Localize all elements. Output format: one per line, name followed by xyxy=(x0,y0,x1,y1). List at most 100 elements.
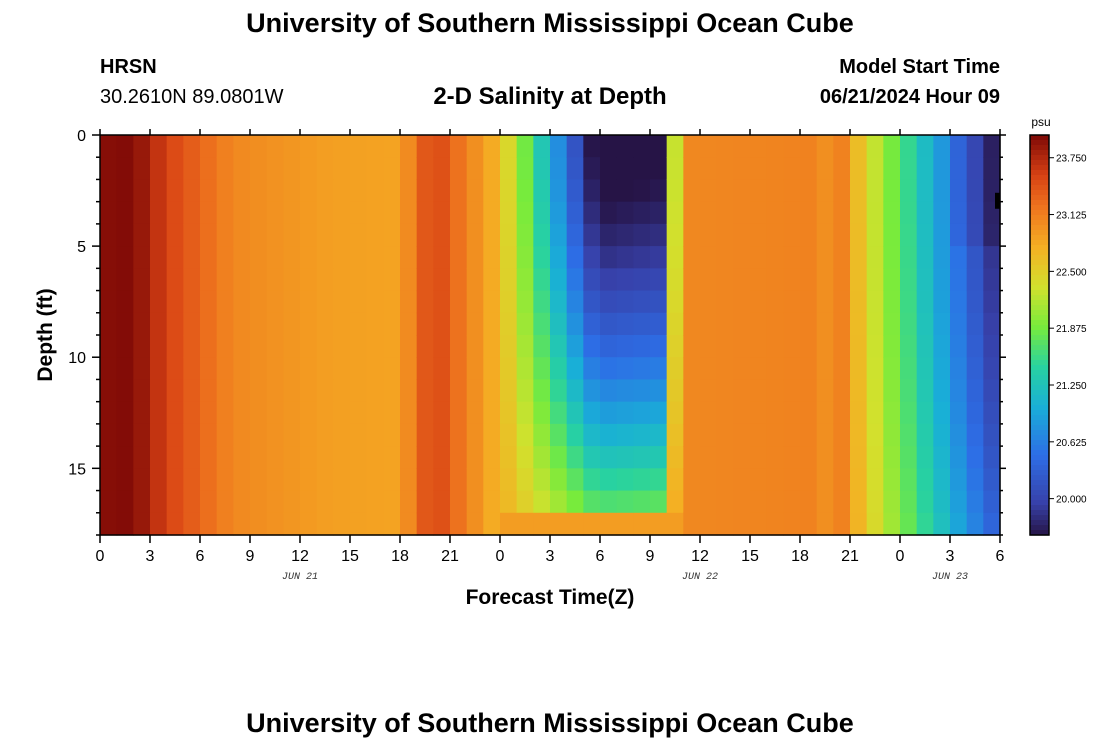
heatmap-cell xyxy=(533,512,551,536)
heatmap-cell xyxy=(916,512,934,536)
heatmap-cell xyxy=(333,312,351,336)
heatmap-cell xyxy=(383,179,401,203)
heatmap-cell xyxy=(933,423,951,447)
heatmap-cell xyxy=(716,401,734,425)
heatmap-cell xyxy=(916,201,934,225)
heatmap-cell xyxy=(833,468,851,492)
heatmap-cell xyxy=(283,157,301,181)
heatmap-cell xyxy=(433,446,451,469)
heatmap-cell xyxy=(550,157,568,181)
x-tick-label: 18 xyxy=(391,548,409,565)
heatmap-cell xyxy=(583,490,601,514)
x-date-label: JUN 22 xyxy=(682,572,718,583)
heatmap-cell xyxy=(400,135,418,158)
heatmap-cell xyxy=(266,179,284,203)
heatmap-cell xyxy=(116,335,134,358)
heatmap-cell xyxy=(766,268,784,292)
heatmap-cell xyxy=(666,357,684,381)
heatmap-cell xyxy=(650,512,668,536)
heatmap-cell xyxy=(966,290,984,314)
heatmap-cell xyxy=(116,246,134,269)
heatmap-cell xyxy=(783,357,801,381)
colorbar-segment xyxy=(1030,450,1049,456)
colorbar-segment xyxy=(1030,230,1049,236)
heatmap-cell xyxy=(450,490,468,514)
heatmap-cell xyxy=(833,446,851,469)
y-tick-label: 5 xyxy=(77,239,86,256)
heatmap-cell xyxy=(216,246,234,269)
heatmap-cell xyxy=(700,312,718,336)
x-tick-label: 18 xyxy=(791,548,809,565)
heatmap-cell xyxy=(633,512,651,536)
colorbar-segment xyxy=(1030,260,1049,266)
heatmap-cell xyxy=(916,490,934,514)
heatmap-cell xyxy=(416,401,434,425)
heatmap-cell xyxy=(666,135,684,158)
heatmap-cell xyxy=(116,446,134,469)
heatmap-cell xyxy=(483,246,501,269)
heatmap-cell xyxy=(783,312,801,336)
heatmap-cell xyxy=(200,335,218,358)
heatmap-cell xyxy=(133,401,151,425)
heatmap-cell xyxy=(866,468,884,492)
heatmap-cell xyxy=(733,446,751,469)
heatmap-cell xyxy=(683,512,701,536)
heatmap-cell xyxy=(550,268,568,292)
heatmap-cell xyxy=(766,490,784,514)
heatmap-cell xyxy=(350,446,368,469)
colorbar-segment xyxy=(1030,255,1049,261)
heatmap-cell xyxy=(366,512,384,536)
heatmap-cell xyxy=(166,401,184,425)
heatmap-cell xyxy=(416,423,434,447)
heatmap-cell xyxy=(500,157,518,181)
heatmap-cell xyxy=(816,490,834,514)
heatmap-cell xyxy=(650,357,668,381)
heatmap-cell xyxy=(800,357,818,381)
heatmap-cell xyxy=(183,512,201,536)
heatmap-cell xyxy=(833,335,851,358)
heatmap-cell xyxy=(716,490,734,514)
colorbar-tick-label: 23.750 xyxy=(1056,154,1087,165)
heatmap-cell xyxy=(850,379,868,403)
colorbar-segment xyxy=(1030,295,1049,301)
heatmap-cell xyxy=(700,357,718,381)
colorbar-segment xyxy=(1030,470,1049,476)
heatmap-cell xyxy=(316,401,334,425)
heatmap-cell xyxy=(216,512,234,536)
heatmap-cell xyxy=(966,423,984,447)
heatmap-cell xyxy=(683,468,701,492)
heatmap-cell xyxy=(233,312,251,336)
heatmap-cell xyxy=(850,512,868,536)
colorbar-segment xyxy=(1030,350,1049,356)
heatmap-cell xyxy=(633,379,651,403)
heatmap-cell xyxy=(216,290,234,314)
heatmap-cell xyxy=(266,312,284,336)
heatmap-cell xyxy=(183,268,201,292)
heatmap-cell xyxy=(516,157,534,181)
heatmap-cell xyxy=(283,401,301,425)
heatmap-cell xyxy=(516,312,534,336)
heatmap-cell xyxy=(850,179,868,203)
heatmap-cell xyxy=(183,290,201,314)
heatmap-cell xyxy=(900,157,918,181)
heatmap-cell xyxy=(266,223,284,247)
colorbar-segment xyxy=(1030,530,1049,536)
heatmap-cell xyxy=(283,446,301,469)
colorbar-segment xyxy=(1030,195,1049,201)
heatmap-cell xyxy=(833,246,851,269)
heatmap-cell xyxy=(816,157,834,181)
heatmap-cell xyxy=(750,357,768,381)
heatmap-cell xyxy=(300,401,318,425)
heatmap-cell xyxy=(833,379,851,403)
heatmap-cell xyxy=(500,268,518,292)
heatmap-cell xyxy=(583,357,601,381)
heatmap-cell xyxy=(383,201,401,225)
heatmap-cell xyxy=(200,223,218,247)
heatmap-cell xyxy=(716,312,734,336)
heatmap-cell xyxy=(733,312,751,336)
heatmap-cell xyxy=(883,268,901,292)
heatmap-cell xyxy=(533,201,551,225)
heatmap-cell xyxy=(100,401,118,425)
heatmap-cell xyxy=(566,268,584,292)
heatmap-cell xyxy=(316,157,334,181)
